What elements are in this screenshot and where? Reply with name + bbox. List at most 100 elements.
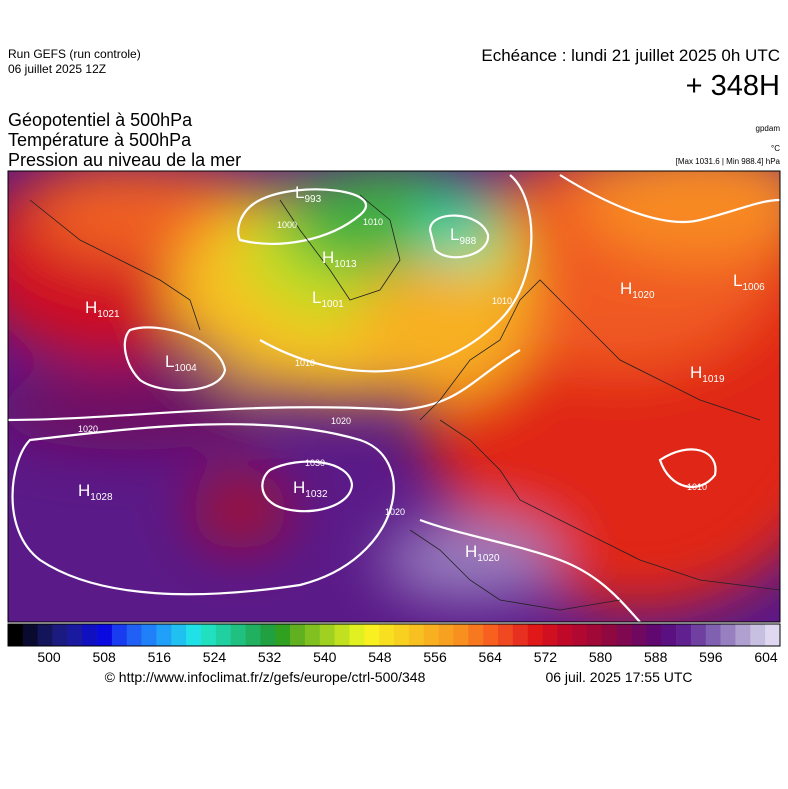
valid-time: Echéance : lundi 21 juillet 2025 0h UTC [481, 46, 780, 65]
colorbar-swatch [8, 624, 24, 646]
center-type: L [312, 288, 321, 307]
colorbar-swatch [705, 624, 721, 646]
colorbar-swatch [186, 624, 202, 646]
colorbar-swatch [572, 624, 588, 646]
colorbar-swatch [720, 624, 736, 646]
colorbar-tick-label: 540 [313, 649, 337, 665]
colorbar-tick-label: 572 [534, 649, 558, 665]
colorbar-tick-label: 500 [37, 649, 61, 665]
colorbar-swatch [379, 624, 395, 646]
center-type: H [78, 481, 90, 500]
colorbar-swatch [22, 624, 38, 646]
center-type: H [465, 542, 477, 561]
colorbar-swatch [423, 624, 439, 646]
center-value: 1020 [632, 290, 655, 301]
colorbar-swatch [37, 624, 53, 646]
pressure-center: L988 [450, 225, 477, 247]
center-value: 993 [304, 194, 321, 205]
colorbar-swatch [497, 624, 514, 646]
isobar-label: 1020 [385, 507, 405, 517]
colorbar-swatch [260, 624, 276, 646]
pressure-center: H1021 [85, 298, 120, 320]
colorbar-swatch [364, 624, 380, 646]
colorbar-swatch [97, 624, 113, 646]
center-type: L [165, 352, 174, 371]
center-type: L [295, 183, 304, 202]
colorbar: 500 508 516 524 532 540 548 556 564 572 580 588 596 6… [7, 623, 781, 665]
colorbar-swatch [349, 624, 365, 646]
center-value: 1019 [702, 374, 725, 385]
colorbar-swatch [438, 624, 454, 646]
colorbar-swatch [483, 624, 499, 646]
colorbar-swatch [304, 624, 321, 646]
colorbar-swatch [690, 624, 707, 646]
center-type: L [733, 271, 742, 290]
colorbar-swatch [245, 624, 261, 646]
colorbar-swatch [290, 624, 306, 646]
pressure-center: L1006 [733, 271, 765, 293]
source-link: © http://www.infoclimat.fr/z/gefs/europe… [105, 669, 426, 685]
colorbar-swatch [334, 624, 350, 646]
center-value: 1001 [321, 299, 344, 310]
colorbar-swatch [527, 624, 543, 646]
isobar-label: 1010 [687, 482, 707, 492]
pressure-center: H1020 [465, 542, 500, 564]
colorbar-swatch [319, 624, 335, 646]
pressure-center: H1028 [78, 481, 113, 503]
isobar-label: 1000 [277, 220, 297, 230]
field-title: Pression au niveau de la mer [8, 150, 241, 170]
isobar-label: 1020 [78, 424, 98, 434]
isobar-label: 1020 [331, 416, 351, 426]
colorbar-swatch [661, 624, 677, 646]
center-type: L [450, 225, 459, 244]
colorbar-tick-label: 516 [148, 649, 172, 665]
lead-time: + 348H [686, 70, 780, 102]
map-frame [7, 170, 781, 623]
colorbar-swatch [735, 624, 751, 646]
colorbar-swatch [215, 624, 231, 646]
colorbar-tick-label: 580 [589, 649, 613, 665]
colorbar-tick-label: 604 [754, 649, 778, 665]
colorbar-tick-label: 508 [92, 649, 116, 665]
colorbar-swatch [111, 624, 128, 646]
colorbar-swatch [750, 624, 766, 646]
colorbar-swatch [616, 624, 632, 646]
colorbar-swatch [557, 624, 573, 646]
pressure-center: L993 [295, 183, 322, 205]
colorbar-swatch [631, 624, 647, 646]
colorbar-swatch [171, 624, 187, 646]
generated-time: 06 juil. 2025 17:55 UTC [545, 669, 692, 685]
isobar-label: 1010 [363, 217, 383, 227]
colorbar-swatch [765, 624, 781, 646]
colorbar-swatch [67, 624, 83, 646]
colorbar-swatch [156, 624, 172, 646]
center-value: 1021 [97, 309, 120, 320]
center-type: H [293, 478, 305, 497]
colorbar-swatch [601, 624, 617, 646]
colorbar-swatch [676, 624, 692, 646]
colorbar-tick-label: 596 [699, 649, 723, 665]
colorbar-tick-label: 532 [258, 649, 282, 665]
colorbar-swatch [394, 624, 410, 646]
center-value: 988 [459, 236, 476, 247]
colorbar-swatch [587, 624, 603, 646]
colorbar-swatch [646, 624, 662, 646]
unit-label: °C [771, 144, 780, 153]
isobar-label: 1030 [305, 458, 325, 468]
pressure-center: H1019 [690, 363, 725, 385]
pressure-center: H1020 [620, 279, 655, 301]
colorbar-tick-label: 548 [368, 649, 392, 665]
colorbar-swatch [52, 624, 68, 646]
pressure-center: H1032 [293, 478, 328, 500]
colorbar-tick-label: 556 [423, 649, 447, 665]
center-value: 1004 [174, 363, 197, 374]
pressure-center: L1001 [312, 288, 344, 310]
run-date: 06 juillet 2025 12Z [8, 62, 106, 76]
center-value: 1020 [477, 553, 500, 564]
colorbar-tick-label: 564 [479, 649, 503, 665]
colorbar-swatch [408, 624, 424, 646]
isobar-label: 1010 [295, 358, 315, 368]
colorbar-swatch [453, 624, 469, 646]
colorbar-swatch [275, 624, 291, 646]
